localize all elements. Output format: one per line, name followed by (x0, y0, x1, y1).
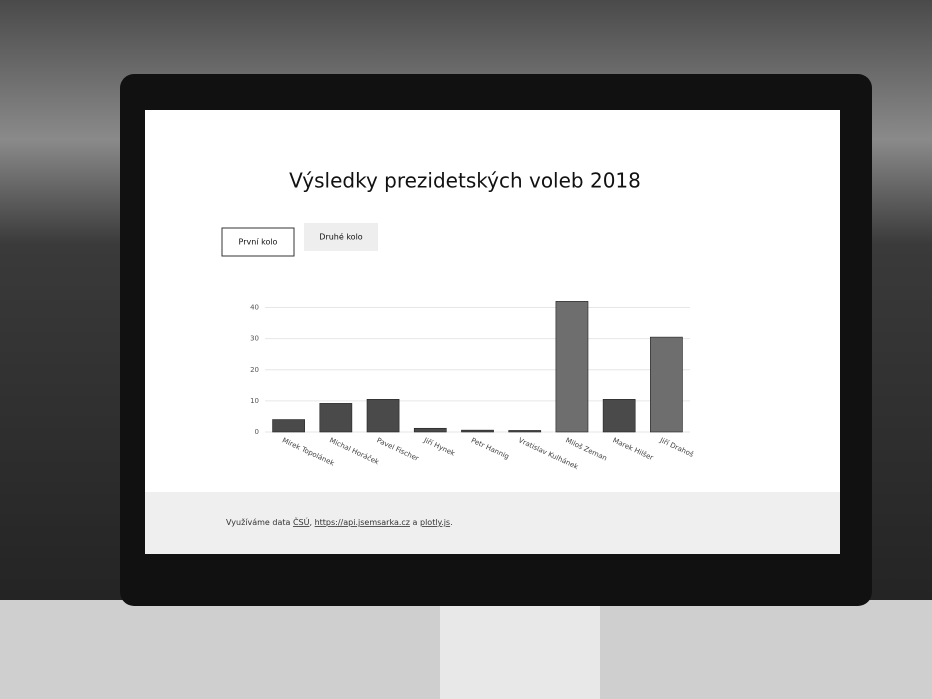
tab-label[interactable]: Druhé kolo (319, 232, 363, 242)
bar (461, 429, 494, 433)
y-tick-label: 40 (250, 304, 259, 312)
y-tick-label: 20 (250, 366, 259, 374)
screen (145, 110, 840, 554)
y-tick-label: 10 (250, 397, 259, 405)
footer-link[interactable]: https://api.jsemsarka.cz (315, 518, 410, 527)
y-tick-label: 30 (250, 335, 259, 343)
tab-label[interactable]: První kolo (239, 238, 278, 247)
footer-link[interactable]: ČSÚ (293, 516, 310, 527)
bar (508, 430, 542, 433)
footer-text-part: . (450, 518, 453, 527)
tab-button[interactable] (304, 223, 378, 251)
bar (650, 336, 683, 433)
bar (602, 399, 636, 433)
bar (366, 399, 400, 433)
footer-link[interactable]: plotly.js (420, 518, 450, 527)
monitor-stand (440, 600, 600, 699)
tab-button[interactable] (221, 227, 295, 257)
bar (272, 419, 305, 433)
bar (319, 403, 353, 433)
bar (555, 301, 589, 433)
chart-title: Výsledky prezidetských voleb 2018 (289, 169, 641, 193)
footer-area (145, 492, 840, 554)
footer-text-part: Využíváme data (226, 518, 293, 527)
bar (413, 427, 447, 433)
y-tick-label: 0 (255, 428, 259, 436)
footer-text: Využíváme data ČSÚ, https://api.jsemsark… (226, 516, 453, 527)
footer-text-part: , (309, 518, 314, 527)
footer-text-part: a (410, 518, 420, 527)
